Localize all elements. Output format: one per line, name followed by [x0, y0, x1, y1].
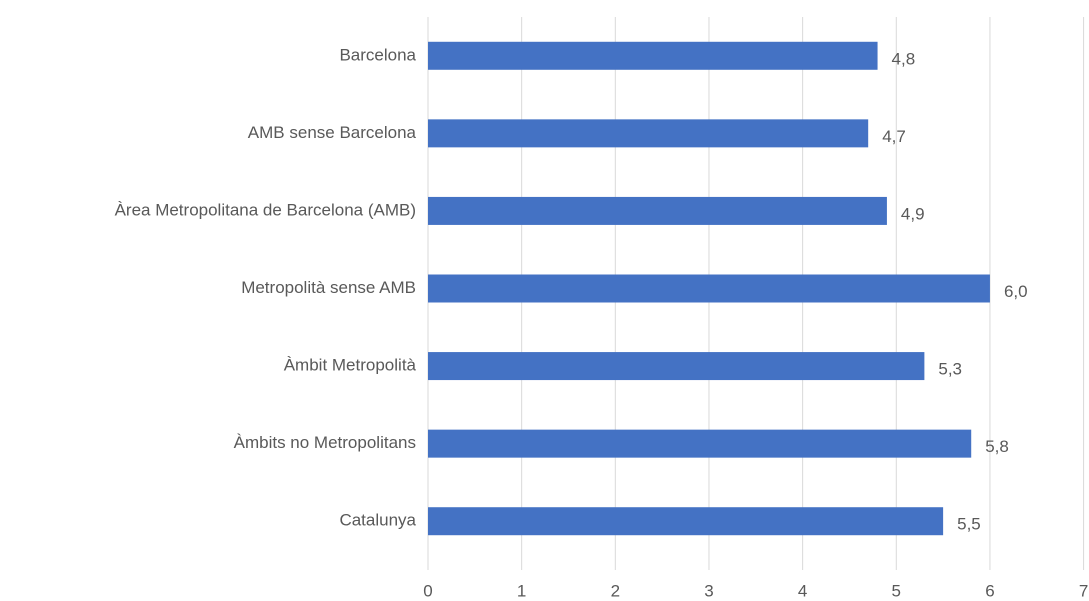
x-tick-label: 0 [423, 581, 432, 600]
x-tick-label: 5 [892, 581, 901, 600]
bar [428, 429, 972, 458]
y-tick-label: Catalunya [339, 511, 416, 530]
data-label: 4,8 [892, 49, 916, 68]
y-tick-label: Àmbits no Metropolitans [234, 433, 416, 452]
data-label: 4,9 [901, 204, 925, 223]
data-label: 5,5 [957, 515, 981, 534]
y-tick-label: Barcelona [339, 45, 416, 64]
x-tick-label: 6 [985, 581, 994, 600]
x-tick-label: 4 [798, 581, 807, 600]
data-label: 5,8 [985, 437, 1009, 456]
y-tick-label: Metropolità sense AMB [241, 278, 416, 297]
data-label: 5,3 [938, 360, 962, 379]
bar [428, 274, 990, 303]
data-label: 4,7 [882, 127, 906, 146]
y-tick-label: Àrea Metropolitana de Barcelona (AMB) [115, 200, 416, 219]
x-tick-label: 3 [704, 581, 713, 600]
bar [428, 196, 887, 225]
x-tick-label: 1 [517, 581, 526, 600]
data-label: 6,0 [1004, 282, 1028, 301]
bar [428, 119, 869, 148]
bar [428, 352, 925, 381]
y-tick-label: Àmbit Metropolità [284, 356, 417, 375]
bar [428, 507, 944, 536]
x-tick-label: 2 [611, 581, 620, 600]
bar [428, 41, 878, 70]
x-tick-label: 7 [1079, 581, 1088, 600]
y-tick-label: AMB sense Barcelona [248, 123, 417, 142]
